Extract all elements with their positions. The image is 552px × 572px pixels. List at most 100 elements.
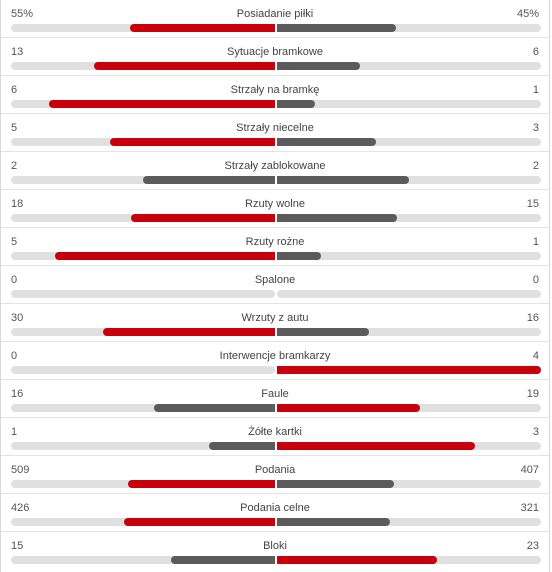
away-bar-track — [277, 480, 541, 488]
home-value: 0 — [11, 350, 18, 362]
stat-label: Rzuty rożne — [245, 236, 305, 248]
home-bar-fill — [55, 252, 275, 260]
stat-row-podania: 509 Podania 407 — [1, 456, 549, 494]
stat-row-spalone: 0 Spalone 0 — [1, 266, 549, 304]
home-value: 55% — [11, 8, 34, 20]
stat-row-podania-celne: 426 Podania celne 321 — [1, 494, 549, 532]
stat-label: Interwencje bramkarzy — [219, 350, 331, 362]
home-bar-fill — [110, 138, 275, 146]
home-value: 6 — [11, 84, 18, 96]
home-bar-fill — [209, 442, 275, 450]
away-bar-track — [277, 518, 541, 526]
away-value: 0 — [532, 274, 539, 286]
home-value: 5 — [11, 236, 18, 248]
home-bar-track — [11, 442, 275, 450]
home-value: 5 — [11, 122, 18, 134]
away-bar-track — [277, 100, 541, 108]
home-bar-track — [11, 480, 275, 488]
stat-label: Podania — [254, 464, 296, 476]
home-bar-fill — [128, 480, 275, 488]
away-bar-track — [277, 366, 541, 374]
home-bar-fill — [102, 328, 275, 336]
stat-label: Bloki — [263, 540, 287, 552]
away-bar-track — [277, 176, 541, 184]
stat-row-strzaly-na-bramke: 6 Strzały na bramkę 1 — [1, 76, 549, 114]
away-value: 23 — [526, 540, 539, 552]
away-bar-track — [277, 252, 541, 260]
home-value: 13 — [11, 46, 24, 58]
away-bar-fill — [277, 252, 321, 260]
home-value: 0 — [11, 274, 18, 286]
home-value: 426 — [11, 502, 30, 514]
home-bar-track — [11, 252, 275, 260]
away-value: 45% — [516, 8, 539, 20]
stat-row-posiadanie-pilki: 55% Posiadanie piłki 45% — [1, 0, 549, 38]
away-bar-track — [277, 328, 541, 336]
home-value: 18 — [11, 198, 24, 210]
away-bar-fill — [277, 366, 541, 374]
home-bar-track — [11, 138, 275, 146]
away-bar-fill — [277, 62, 361, 70]
home-bar-track — [11, 214, 275, 222]
home-bar-track — [11, 176, 275, 184]
away-bar-fill — [277, 480, 395, 488]
stat-row-strzaly-niecelne: 5 Strzały niecelne 3 — [1, 114, 549, 152]
away-value: 15 — [526, 198, 539, 210]
away-bar-fill — [277, 442, 475, 450]
stat-label: Strzały niecelne — [236, 122, 314, 134]
away-value: 1 — [532, 84, 539, 96]
away-value: 16 — [526, 312, 539, 324]
away-value: 2 — [532, 160, 539, 172]
home-bar-track — [11, 404, 275, 412]
home-value: 1 — [11, 426, 18, 438]
stat-label: Podania celne — [240, 502, 310, 514]
stat-row-bloki: 15 Bloki 23 — [1, 532, 549, 570]
away-bar-track — [277, 556, 541, 564]
stat-row-rzuty-rozne: 5 Rzuty rożne 1 — [1, 228, 549, 266]
home-bar-fill — [129, 24, 275, 32]
home-bar-track — [11, 62, 275, 70]
away-bar-fill — [277, 138, 376, 146]
home-bar-fill — [143, 176, 275, 184]
home-bar-fill — [154, 404, 275, 412]
away-bar-track — [277, 62, 541, 70]
away-bar-fill — [277, 24, 396, 32]
away-value: 3 — [532, 122, 539, 134]
away-value: 407 — [520, 464, 539, 476]
stat-label: Sytuacje bramkowe — [227, 46, 323, 58]
stat-label: Wrzuty z autu — [241, 312, 309, 324]
away-bar-fill — [277, 556, 437, 564]
stat-row-wrzuty-z-autu: 30 Wrzuty z autu 16 — [1, 304, 549, 342]
home-bar-track — [11, 366, 275, 374]
home-bar-track — [11, 328, 275, 336]
away-bar-track — [277, 214, 541, 222]
home-bar-track — [11, 24, 275, 32]
stat-row-rzuty-wolne: 18 Rzuty wolne 15 — [1, 190, 549, 228]
away-value: 6 — [532, 46, 539, 58]
away-bar-fill — [277, 328, 369, 336]
home-bar-track — [11, 290, 275, 298]
away-bar-fill — [277, 100, 315, 108]
away-bar-fill — [277, 176, 409, 184]
away-bar-fill — [277, 518, 391, 526]
away-value: 1 — [532, 236, 539, 248]
away-bar-track — [277, 24, 541, 32]
away-bar-track — [277, 442, 541, 450]
away-value: 3 — [532, 426, 539, 438]
away-bar-track — [277, 290, 541, 298]
stat-label: Żółte kartki — [248, 426, 302, 438]
stat-label: Spalone — [254, 274, 296, 286]
away-bar-track — [277, 138, 541, 146]
home-bar-fill — [131, 214, 275, 222]
home-value: 15 — [11, 540, 24, 552]
away-value: 321 — [520, 502, 539, 514]
home-bar-fill — [94, 62, 275, 70]
away-bar-track — [277, 404, 541, 412]
stat-row-faule: 16 Faule 19 — [1, 380, 549, 418]
home-value: 2 — [11, 160, 18, 172]
stat-label: Rzuty wolne — [245, 198, 305, 210]
stat-row-sytuacje-bramkowe: 13 Sytuacje bramkowe 6 — [1, 38, 549, 76]
home-bar-fill — [124, 518, 275, 526]
stat-row-interwencje-bramkarzy: 0 Interwencje bramkarzy 4 — [1, 342, 549, 380]
